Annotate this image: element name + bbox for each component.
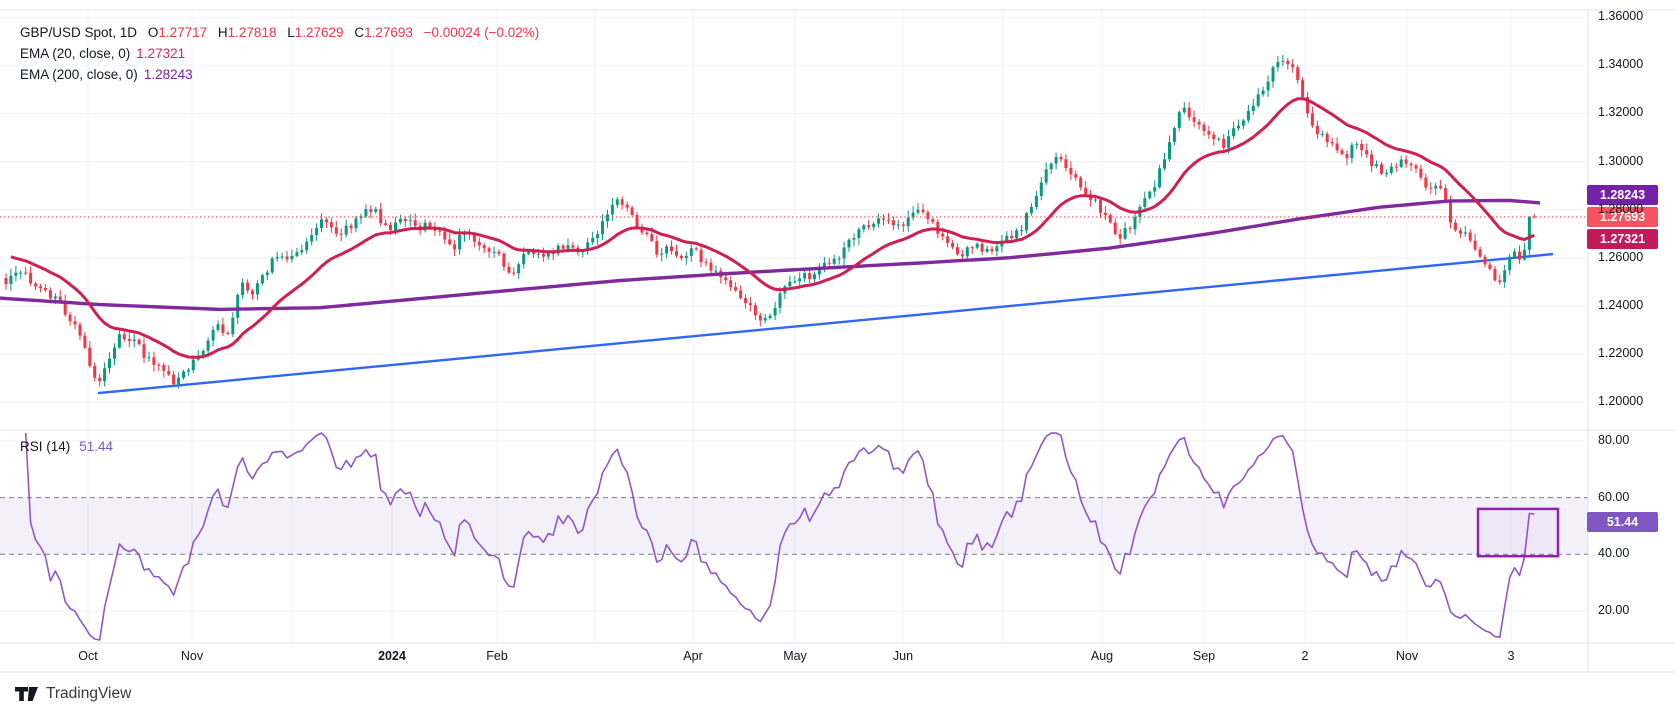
open-value: 1.27717: [158, 25, 208, 40]
time-axis-label: 2: [1301, 649, 1309, 663]
last-price-badge: 1.27693: [1587, 206, 1658, 227]
time-axis-label: 3: [1507, 649, 1515, 663]
rsi-line: [24, 432, 1535, 641]
rsi-band: [0, 497, 1588, 555]
time-axis-label: 2024: [378, 649, 406, 663]
rsi-axis-label: 80.00: [1598, 432, 1630, 447]
rsi-annotation-rect: [1476, 507, 1560, 558]
legend-row-ema200: EMA (200, close, 0) 1.28243: [20, 64, 539, 85]
time-axis-label: Sep: [1192, 649, 1216, 663]
rsi-value-badge: 51.44: [1587, 511, 1658, 532]
time-axis-label: Nov: [1395, 649, 1419, 663]
legend-pane: GBP/USD Spot, 1D O1.27717 H1.27818 L1.27…: [20, 22, 539, 85]
price-axis-label: 1.36000: [1598, 9, 1644, 24]
price-axis-label: 1.28000: [1598, 201, 1644, 216]
tradingview-attribution[interactable]: TradingView: [15, 684, 131, 704]
ema200-price-badge: 1.28243: [1587, 184, 1658, 205]
change-value: −0.00024 (−0.02%): [423, 25, 540, 40]
rsi-legend: RSI (14) 51.44: [20, 439, 113, 454]
rsi-axis-label: 20.00: [1598, 603, 1630, 617]
time-axis-label: May: [783, 649, 807, 663]
ema20-line: [10, 97, 1535, 359]
rsi-value: 51.44: [79, 439, 114, 454]
legend-row-symbol: GBP/USD Spot, 1D O1.27717 H1.27818 L1.27…: [20, 22, 539, 43]
price-axis-label: 1.32000: [1598, 105, 1644, 120]
low-label: L: [287, 25, 295, 40]
trendline: [97, 252, 1554, 395]
legend-row-ema20: EMA (20, close, 0) 1.27321: [20, 43, 539, 64]
high-value: 1.27818: [227, 25, 277, 40]
time-axis-label: Apr: [683, 649, 703, 663]
rsi-label[interactable]: RSI (14): [20, 439, 71, 454]
price-axis-label: 1.20000: [1598, 394, 1644, 408]
price-axis-label: 1.26000: [1598, 249, 1644, 264]
price-axis-label: 1.22000: [1598, 345, 1644, 360]
time-axis-label: Nov: [180, 649, 204, 663]
high-label: H: [217, 25, 228, 40]
ema20-price-badge: 1.27321: [1587, 228, 1658, 249]
rsi-axis-label: 40.00: [1598, 546, 1630, 561]
ema200-label[interactable]: EMA (200, close, 0): [20, 67, 138, 82]
symbol-title[interactable]: GBP/USD Spot, 1D: [20, 25, 138, 40]
open-label: O: [147, 25, 159, 40]
time-axis-label: Oct: [78, 649, 98, 663]
ema20-value: 1.27321: [136, 46, 186, 61]
time-axis-label: Aug: [1090, 649, 1114, 663]
tradingview-logo-icon: [15, 687, 38, 701]
rsi-axis-label: 60.00: [1598, 489, 1630, 504]
ema200-value: 1.28243: [143, 67, 193, 82]
ema20-label[interactable]: EMA (20, close, 0): [20, 46, 131, 61]
ema200-line: [0, 198, 1541, 312]
low-value: 1.27629: [294, 25, 344, 40]
price-axis-label: 1.34000: [1598, 57, 1644, 72]
time-axis-label: Feb: [486, 649, 508, 663]
price-axis-label: 1.24000: [1598, 297, 1644, 312]
tradingview-brand-text: TradingView: [46, 685, 132, 702]
close-label: C: [354, 25, 365, 40]
close-value: 1.27693: [364, 25, 413, 40]
price-axis-label: 1.30000: [1598, 153, 1644, 168]
time-axis-label: Jun: [892, 649, 914, 663]
